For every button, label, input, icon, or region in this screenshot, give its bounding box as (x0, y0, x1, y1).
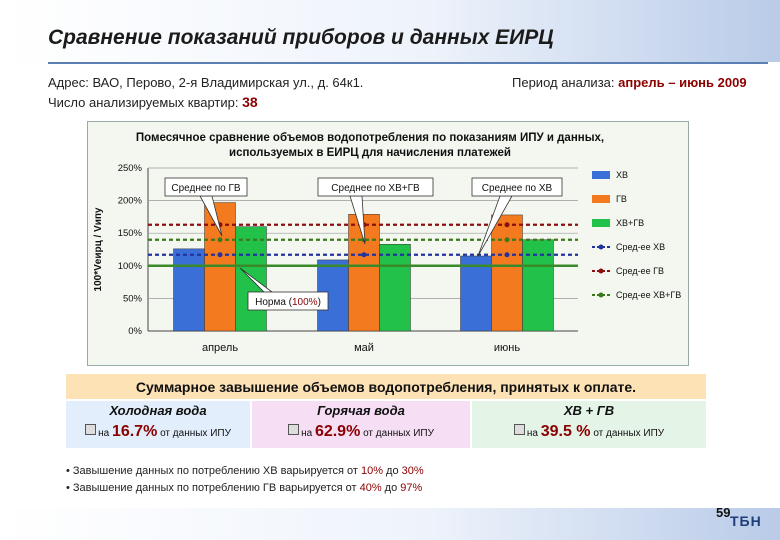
legend-label: Сред-ее ХВ+ГВ (616, 290, 681, 300)
bullet-list: • Завышение данных по потреблению ХВ вар… (66, 463, 424, 497)
legend-label: ХВ+ГВ (616, 218, 644, 228)
cell-prefix: на (98, 428, 110, 439)
apartments-label: Число анализируемых квартир: (48, 95, 239, 110)
bullet-from: 40% (359, 482, 382, 494)
bar (460, 255, 492, 332)
checkbox-icon (85, 424, 97, 435)
x-tick-label: июнь (494, 342, 520, 354)
bullet-text: • Завышение данных по потреблению ХВ вар… (66, 465, 361, 477)
apartments-info: Число анализируемых квартир: 38 (48, 94, 258, 110)
bar (522, 239, 554, 332)
legend-label: ГВ (616, 194, 627, 204)
period-value: апрель – июнь 2009 (618, 75, 747, 90)
address-text: Адрес: ВАО, Перово, 2-я Владимирская ул.… (48, 75, 364, 90)
average-marker (361, 252, 367, 258)
y-axis-label: 100*Vеирц / Vипу (93, 207, 104, 291)
average-marker (504, 222, 510, 228)
callout-box (471, 177, 563, 197)
bullet-text: • Завышение данных по потреблению ГВ вар… (66, 482, 360, 494)
y-tick-label: 100% (118, 261, 143, 272)
bar (491, 214, 523, 332)
legend-label: ХВ (616, 170, 628, 180)
x-tick-label: апрель (202, 342, 238, 354)
cell-prefix: на (301, 428, 313, 439)
y-tick-label: 250% (118, 163, 143, 174)
norm-callout-box (247, 291, 329, 311)
apartments-value: 38 (242, 94, 258, 110)
cell-head: Холодная вода (109, 403, 207, 418)
bar (173, 248, 205, 332)
average-marker (217, 252, 223, 258)
bullet-from: 10% (360, 465, 383, 477)
cell-body: на 16.7% от данных ИПУ (66, 423, 250, 441)
callout-box (317, 177, 434, 197)
legend-label: Сред-ее ХВ (616, 242, 665, 252)
legend-marker (598, 244, 604, 250)
y-tick-label: 0% (128, 326, 142, 337)
legend-label: Сред-ее ГВ (616, 266, 664, 276)
bullet-mid: до (381, 482, 401, 494)
cell-suffix: от данных ИПУ (160, 428, 231, 439)
bullet-mid: до (383, 465, 402, 477)
header-divider (48, 62, 768, 64)
cell-body: на 39.5 % от данных ИПУ (472, 423, 706, 441)
callout-label: Среднее по ГВ (171, 183, 241, 194)
cell-suffix: от данных ИПУ (593, 428, 665, 439)
legend-marker (598, 292, 604, 298)
cell-suffix: от данных ИПУ (363, 428, 434, 439)
callout-label: Среднее по ХВ+ГВ (331, 183, 420, 194)
legend-swatch (592, 219, 610, 227)
bullet-to: 97% (400, 482, 423, 494)
header-band (0, 0, 780, 62)
cell-head: ХВ + ГВ (563, 403, 615, 418)
norm-callout-label: Норма (100%) (255, 297, 321, 308)
cell-percent: 16.7% (111, 423, 158, 440)
legend-swatch (592, 195, 610, 203)
checkbox-icon (288, 424, 300, 435)
bullet-item-cold: • Завышение данных по потреблению ХВ вар… (66, 463, 424, 480)
period-info: Период анализа: апрель – июнь 2009 (512, 75, 747, 90)
period-label: Период анализа: (512, 75, 615, 90)
callout-box (164, 177, 248, 197)
legend-swatch (592, 171, 610, 179)
callout-label: Среднее по ХВ (482, 183, 553, 194)
cell-head: Горячая вода (317, 403, 405, 418)
bullet-to: 30% (401, 465, 424, 477)
summary-cell-hot-water: Горячая вода на 62.9% от данных ИПУ (252, 401, 470, 448)
summary-cell-cold-water: Холодная вода на 16.7% от данных ИПУ (66, 401, 250, 448)
page-title: Сравнение показаний приборов и данных ЕИ… (48, 26, 554, 49)
cell-percent: 39.5 % (540, 423, 591, 440)
company-logo: ТБН (730, 513, 762, 529)
y-tick-label: 150% (118, 228, 143, 239)
y-tick-label: 50% (123, 293, 143, 304)
bar (379, 244, 411, 332)
footer-band (0, 508, 780, 540)
cell-prefix: на (526, 428, 538, 439)
checkbox-icon (513, 424, 525, 435)
cell-percent: 62.9% (314, 423, 361, 440)
summary-band (66, 374, 706, 399)
average-marker (504, 252, 510, 258)
chart-title: Помесячное сравнение объемов водопотребл… (135, 132, 605, 159)
x-tick-label: май (354, 342, 374, 354)
legend-marker (598, 268, 604, 274)
average-marker (504, 237, 510, 243)
summary-cell-cold-hot-water: ХВ + ГВ на 39.5 % от данных ИПУ (472, 401, 706, 448)
bullet-item-hot: • Завышение данных по потреблению ГВ вар… (66, 480, 424, 497)
y-tick-label: 200% (118, 196, 143, 207)
page-number: 59 (716, 505, 731, 520)
summary-title: Суммарное завышение объемов водопотребле… (135, 379, 637, 395)
cell-body: на 62.9% от данных ИПУ (252, 423, 470, 441)
average-marker (217, 237, 223, 243)
